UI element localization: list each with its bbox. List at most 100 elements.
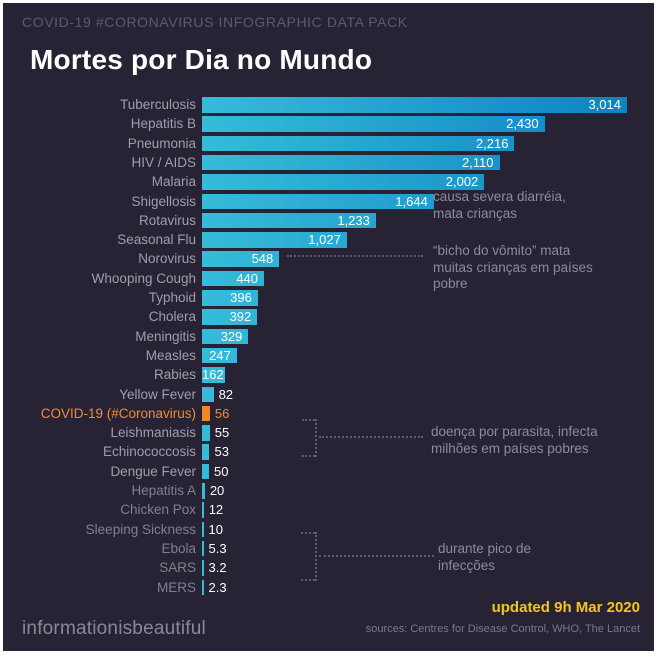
annotation-peak: durante pico de infecções bbox=[438, 541, 532, 573]
chart-row: Chicken Pox 12 bbox=[3, 500, 654, 519]
category-label: Hepatitis A bbox=[131, 483, 196, 498]
category-label: Hepatitis B bbox=[130, 116, 196, 132]
chart-row: Norovirus 548 bbox=[3, 249, 654, 268]
bar bbox=[202, 405, 210, 422]
bar bbox=[202, 463, 210, 480]
annotation-parasite: doença por parasita, infecta milhões em … bbox=[431, 424, 598, 456]
value-label: 392 bbox=[229, 309, 252, 325]
bar bbox=[202, 270, 265, 287]
chart-row: SARS 3.2 bbox=[3, 558, 654, 577]
bar bbox=[202, 309, 258, 325]
category-label: HIV / AIDS bbox=[131, 154, 196, 170]
bar bbox=[202, 97, 627, 113]
sources-text: sources: Centres for Disease Control, WH… bbox=[365, 623, 640, 635]
updated-date: updated 9h Mar 2020 bbox=[491, 599, 640, 616]
bar-chart: Tuberculosis 3,014 Hepatitis B 2,430 Pneumon… bbox=[3, 3, 654, 651]
category-label: Echinococcosis bbox=[102, 444, 196, 460]
parasite-bracket-top bbox=[302, 419, 315, 421]
bar bbox=[202, 540, 204, 557]
bar bbox=[202, 193, 434, 209]
value-label: 2,110 bbox=[461, 154, 494, 170]
chart-row: Whooping Cough 440 bbox=[3, 269, 654, 288]
chart-row: Rabies 162 bbox=[3, 365, 654, 384]
parasite-bracket-bottom bbox=[302, 455, 315, 457]
norovirus-connector-line bbox=[287, 255, 423, 257]
category-label: Rabies bbox=[153, 367, 196, 383]
bar bbox=[202, 560, 204, 576]
chart-row: MERS 2.3 bbox=[3, 578, 654, 597]
value-label: 247 bbox=[209, 347, 231, 363]
infographic-canvas: COVID-19 #CORONAVIRUS INFOGRAPHIC DATA P… bbox=[3, 3, 654, 651]
category-label: Pneumonia bbox=[127, 135, 196, 151]
value-label: 1,233 bbox=[337, 212, 370, 228]
value-label: 329 bbox=[220, 328, 243, 344]
chart-row: Malaria 2,002 bbox=[3, 172, 654, 191]
category-label: Malaria bbox=[151, 174, 196, 190]
chart-row: Pneumonia 2,216 bbox=[3, 134, 654, 153]
value-label: 162 bbox=[202, 367, 224, 383]
bar bbox=[202, 328, 249, 345]
chart-row: Ebola 5.3 bbox=[3, 539, 654, 558]
chart-row: Leishmaniasis 55 bbox=[3, 423, 654, 442]
chart-row: Rotavirus 1,233 bbox=[3, 211, 654, 230]
kicker-text: COVID-19 #CORONAVIRUS INFOGRAPHIC DATA P… bbox=[22, 14, 408, 30]
value-label: 55 bbox=[214, 425, 230, 441]
value-label: 12 bbox=[208, 502, 224, 518]
chart-row: Dengue Fever 50 bbox=[3, 462, 654, 481]
chart-row: Cholera 392 bbox=[3, 307, 654, 326]
chart-row: Shigellosis 1,644 bbox=[3, 192, 654, 211]
value-label: 10 bbox=[208, 521, 223, 537]
chart-row: Hepatitis B 2,430 bbox=[3, 114, 654, 133]
peak-bracket-vertical bbox=[315, 532, 317, 581]
annotation-norovirus: “bicho do vômito” mata muitas crianças e… bbox=[433, 243, 593, 291]
category-label: Meningitis bbox=[135, 328, 196, 344]
category-label: Yellow Fever bbox=[119, 386, 196, 402]
parasite-connector-line bbox=[319, 436, 423, 438]
category-label: Seasonal Flu bbox=[117, 232, 196, 248]
chart-row: Sleeping Sickness 10 bbox=[3, 520, 654, 539]
category-label: COVID-19 (#Coronavirus) bbox=[40, 405, 196, 421]
chart-row: Measles 247 bbox=[3, 346, 654, 365]
bar bbox=[202, 425, 210, 441]
category-label: Rotavirus bbox=[138, 212, 196, 228]
value-label: 2,430 bbox=[506, 116, 539, 132]
chart-row: Tuberculosis 3,014 bbox=[3, 95, 654, 114]
category-label: Measles bbox=[145, 347, 196, 363]
category-label: Sleeping Sickness bbox=[85, 521, 196, 537]
value-label: 1,027 bbox=[308, 232, 341, 248]
bar bbox=[202, 174, 485, 190]
bar bbox=[202, 444, 210, 460]
category-label: Tuberculosis bbox=[119, 97, 196, 112]
category-label: MERS bbox=[156, 579, 196, 595]
category-label: Norovirus bbox=[138, 251, 196, 267]
annotation-shigellosis: causa severa diarréia, mata crianças bbox=[433, 189, 566, 221]
peak-connector-line bbox=[319, 555, 434, 557]
peak-bracket-top bbox=[301, 532, 315, 534]
page-title: Mortes por Dia no Mundo bbox=[30, 44, 373, 75]
category-label: Chicken Pox bbox=[120, 502, 196, 518]
bar bbox=[202, 251, 280, 267]
bar bbox=[202, 116, 545, 132]
bar bbox=[202, 232, 347, 248]
bar bbox=[202, 212, 376, 229]
category-label: Whooping Cough bbox=[91, 270, 196, 286]
bar bbox=[202, 483, 205, 499]
bar bbox=[202, 290, 258, 306]
bar bbox=[202, 502, 204, 518]
category-label: Ebola bbox=[161, 540, 196, 556]
category-label: Shigellosis bbox=[131, 193, 196, 209]
value-label: 82 bbox=[218, 386, 234, 402]
value-label: 5.3 bbox=[208, 540, 227, 556]
category-label: Leishmaniasis bbox=[110, 425, 196, 441]
value-label: 548 bbox=[251, 251, 274, 267]
value-label: 440 bbox=[236, 270, 259, 286]
bar bbox=[202, 347, 237, 364]
chart-row: Yellow Fever 82 bbox=[3, 385, 654, 404]
chart-row: Echinococcosis 53 bbox=[3, 442, 654, 461]
category-label: Cholera bbox=[148, 309, 196, 325]
bar bbox=[202, 367, 225, 383]
chart-row: HIV / AIDS 2,110 bbox=[3, 153, 654, 172]
value-label: 396 bbox=[230, 290, 252, 305]
category-label: Dengue Fever bbox=[110, 463, 196, 479]
